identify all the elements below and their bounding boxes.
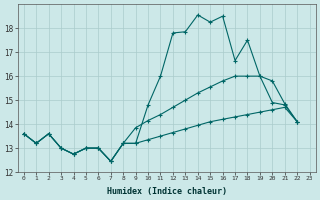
X-axis label: Humidex (Indice chaleur): Humidex (Indice chaleur) bbox=[107, 187, 227, 196]
